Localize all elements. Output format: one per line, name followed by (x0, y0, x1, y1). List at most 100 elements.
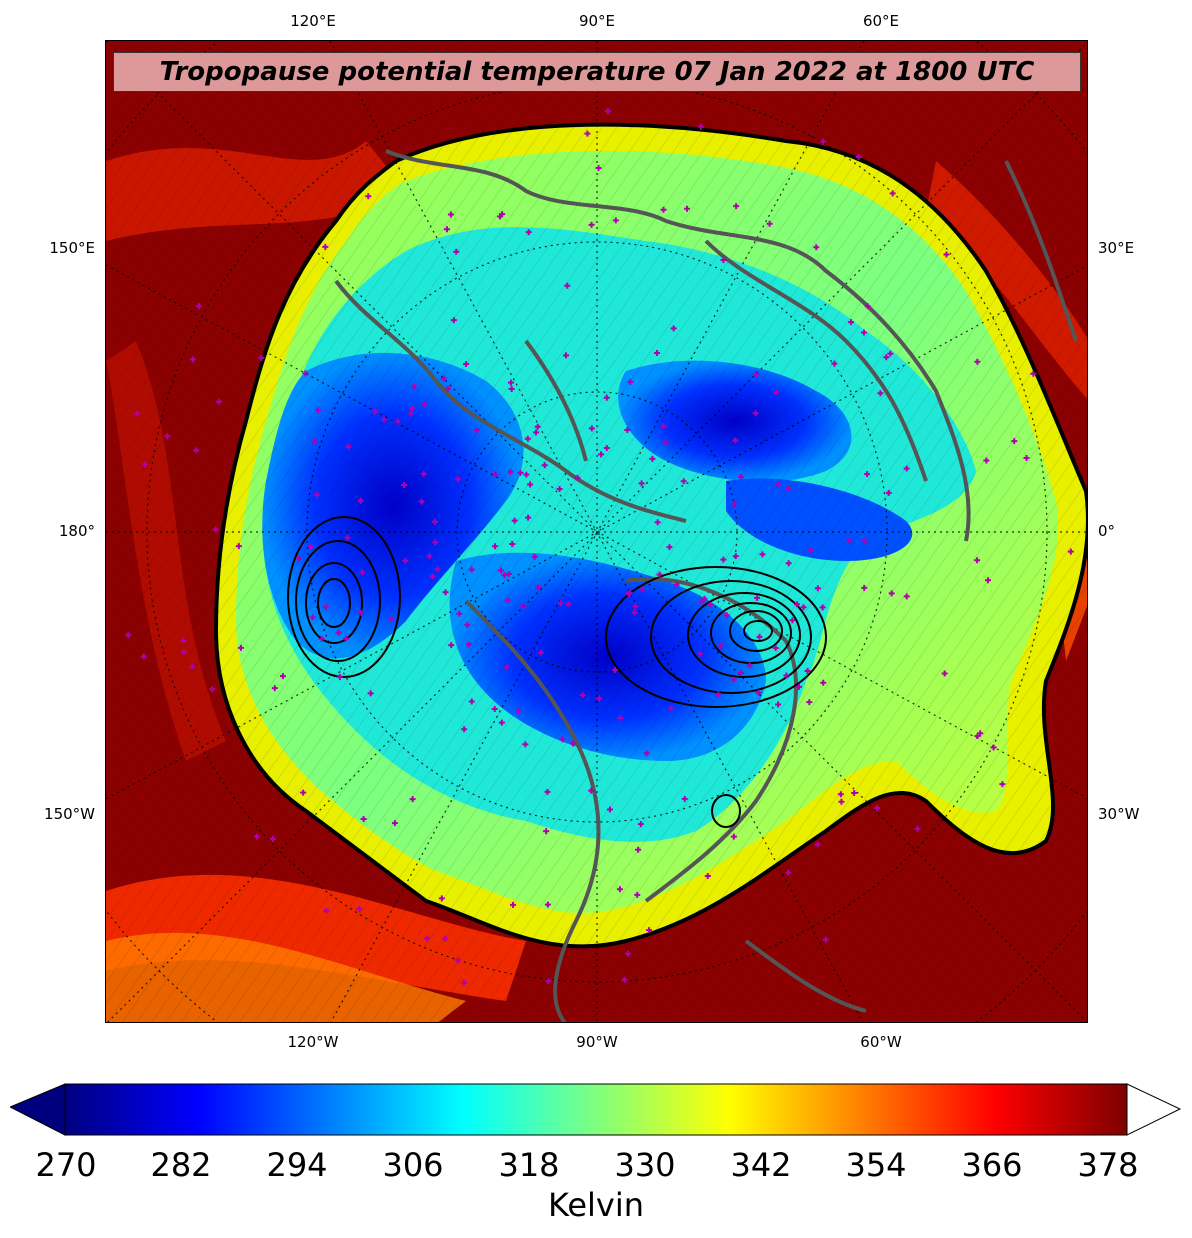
station-marker (491, 706, 498, 713)
station-marker (838, 798, 845, 805)
station-marker (822, 936, 829, 943)
station-marker (680, 478, 687, 485)
station-marker (649, 455, 656, 462)
colorbar-label: Kelvin (547, 1186, 645, 1224)
station-marker (448, 642, 455, 649)
station-marker (1067, 548, 1074, 555)
station-marker (715, 690, 722, 697)
station-marker (515, 708, 522, 715)
station-marker (456, 610, 463, 617)
station-marker (424, 935, 431, 942)
station-marker (402, 557, 409, 564)
lon-label-top-120e: 120°E (290, 12, 336, 30)
station-marker (296, 555, 303, 562)
lon-label-left-150e: 150°E (49, 239, 95, 257)
station-marker (525, 229, 532, 236)
station-marker (408, 410, 415, 417)
station-marker (697, 123, 704, 130)
station-marker (756, 633, 763, 640)
station-marker (720, 556, 727, 563)
colorbar (10, 1083, 1182, 1136)
station-marker (344, 534, 351, 541)
station-marker (635, 846, 642, 853)
station-marker (125, 632, 132, 639)
station-marker (598, 451, 605, 458)
station-marker (461, 726, 468, 733)
station-marker (189, 663, 196, 670)
colorbar-tick: 294 (266, 1146, 328, 1184)
station-marker (541, 462, 548, 469)
station-marker (565, 601, 572, 608)
station-marker (180, 637, 187, 644)
station-marker (253, 833, 260, 840)
station-marker (624, 427, 631, 434)
station-marker (517, 469, 524, 476)
station-marker (785, 869, 792, 876)
station-marker (660, 206, 667, 213)
station-marker (617, 715, 624, 722)
colorbar-tick: 306 (382, 1146, 444, 1184)
station-marker (460, 979, 467, 986)
station-marker (612, 217, 619, 224)
station-marker (444, 385, 451, 392)
station-marker (864, 471, 871, 478)
colorbar-tick: 354 (845, 1146, 907, 1184)
station-marker (656, 571, 663, 578)
station-marker (269, 835, 276, 842)
station-marker (411, 383, 418, 390)
station-marker (820, 679, 827, 686)
station-marker (654, 350, 661, 357)
station-marker (837, 791, 844, 798)
station-marker (616, 886, 623, 893)
station-marker (877, 390, 884, 397)
station-marker (420, 470, 427, 477)
lon-label-bottom-90w: 90°W (576, 1033, 618, 1051)
station-marker (683, 205, 690, 212)
station-marker (681, 795, 688, 802)
station-marker (524, 435, 531, 442)
station-marker (730, 500, 737, 507)
station-marker (359, 569, 366, 576)
station-marker (1030, 370, 1037, 377)
station-marker (772, 645, 779, 652)
station-marker (440, 375, 447, 382)
station-marker (388, 616, 395, 623)
station-marker (434, 566, 441, 573)
station-marker (193, 447, 200, 454)
station-marker (164, 433, 171, 440)
station-marker (720, 257, 727, 264)
station-marker (501, 572, 508, 579)
station-marker (336, 674, 343, 681)
station-marker (315, 407, 322, 414)
station-marker (795, 683, 802, 690)
lon-label-right-30w: 30°W (1098, 805, 1140, 823)
station-marker (701, 595, 708, 602)
lon-label-left-150w: 150°W (44, 805, 95, 823)
station-marker (523, 471, 530, 478)
station-marker (775, 701, 782, 708)
station-marker (557, 600, 564, 607)
station-marker (534, 423, 541, 430)
station-marker (759, 551, 766, 558)
station-marker (999, 781, 1006, 788)
station-marker (603, 394, 610, 401)
station-marker (180, 648, 187, 655)
station-marker (209, 686, 216, 693)
station-marker (794, 601, 801, 608)
station-marker (596, 695, 603, 702)
station-marker (632, 603, 639, 610)
station-marker (463, 360, 470, 367)
station-marker (562, 352, 569, 359)
station-marker (313, 491, 320, 498)
station-marker (522, 741, 529, 748)
station-marker (508, 386, 515, 393)
station-marker (806, 699, 813, 706)
station-marker (903, 593, 910, 600)
colorbar-tick: 366 (961, 1146, 1023, 1184)
station-marker (855, 153, 862, 160)
station-marker (807, 546, 814, 553)
station-marker (543, 828, 550, 835)
station-marker (503, 664, 510, 671)
station-marker (611, 667, 618, 674)
station-marker (465, 641, 472, 648)
